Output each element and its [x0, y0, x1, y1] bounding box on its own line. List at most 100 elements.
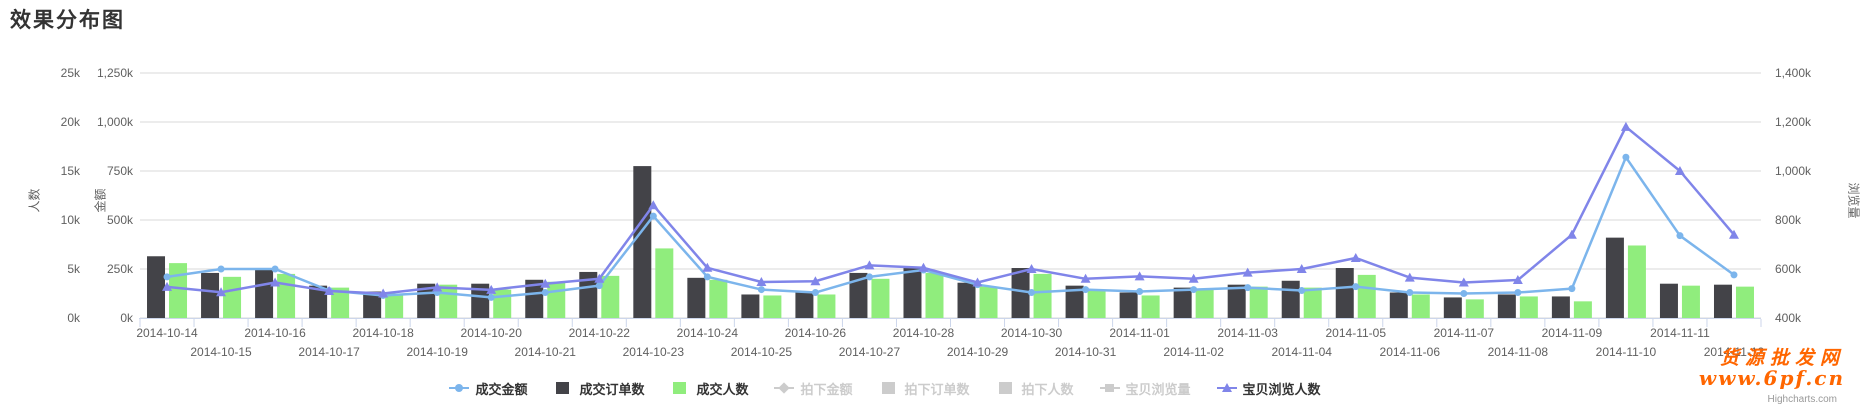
legend-item-4[interactable]: 拍下金额	[774, 379, 853, 398]
bar[interactable]	[709, 279, 728, 318]
bar[interactable]	[957, 282, 976, 318]
data-point-marker[interactable]	[1622, 153, 1630, 161]
data-point-marker[interactable]	[1026, 264, 1037, 273]
bar[interactable]	[1357, 274, 1376, 318]
data-point-marker[interactable]	[1188, 273, 1199, 283]
bar[interactable]	[633, 166, 652, 318]
bar[interactable]	[493, 289, 512, 318]
highcharts-credits[interactable]: Highcharts.com	[1767, 394, 1837, 405]
bar[interactable]	[201, 272, 220, 318]
data-point-marker[interactable]	[540, 278, 551, 288]
data-point-marker[interactable]	[810, 276, 821, 286]
bar[interactable]	[1497, 294, 1516, 318]
bar[interactable]	[525, 279, 544, 318]
bar[interactable]	[1227, 284, 1246, 318]
data-point-marker[interactable]	[217, 265, 225, 273]
bar[interactable]	[255, 269, 274, 318]
bar[interactable]	[1011, 268, 1030, 318]
bar[interactable]	[1573, 301, 1592, 318]
bar[interactable]	[363, 291, 382, 318]
data-point-marker[interactable]	[162, 281, 173, 291]
bar[interactable]	[331, 287, 350, 318]
bar[interactable]	[1411, 294, 1430, 318]
data-point-marker[interactable]	[270, 277, 281, 287]
bar[interactable]	[1173, 287, 1192, 318]
data-point-marker[interactable]	[1514, 289, 1522, 297]
data-point-marker[interactable]	[1296, 264, 1307, 273]
data-point-marker[interactable]	[757, 286, 765, 294]
data-point-marker[interactable]	[918, 262, 929, 272]
data-point-marker[interactable]	[594, 273, 605, 283]
bar[interactable]	[925, 272, 944, 318]
data-point-marker[interactable]	[1730, 271, 1738, 279]
data-point-marker[interactable]	[541, 289, 549, 297]
bar[interactable]	[1519, 296, 1538, 318]
data-point-marker[interactable]	[1620, 121, 1631, 131]
bar[interactable]	[849, 272, 868, 318]
bar[interactable]	[763, 295, 782, 318]
data-point-marker[interactable]	[1728, 229, 1739, 239]
data-point-marker[interactable]	[1350, 252, 1361, 262]
bar[interactable]	[741, 294, 760, 318]
data-point-marker[interactable]	[1406, 289, 1414, 297]
data-point-marker[interactable]	[649, 212, 657, 220]
data-point-marker[interactable]	[1242, 267, 1253, 277]
bar[interactable]	[1713, 284, 1732, 318]
data-point-marker[interactable]	[216, 287, 227, 297]
bar[interactable]	[385, 293, 404, 319]
bar[interactable]	[1735, 286, 1754, 318]
data-point-marker[interactable]	[756, 276, 767, 286]
bar[interactable]	[1065, 285, 1084, 318]
bar[interactable]	[1335, 268, 1354, 318]
data-point-marker[interactable]	[1568, 285, 1576, 293]
data-point-marker[interactable]	[487, 293, 495, 301]
bar[interactable]	[1141, 295, 1160, 318]
data-point-marker[interactable]	[1458, 277, 1469, 287]
legend-item-1[interactable]: 成交金额	[449, 379, 527, 398]
bar[interactable]	[1627, 245, 1646, 318]
legend-item-6[interactable]: 拍下人数	[996, 379, 1074, 398]
series-line[interactable]	[166, 156, 1735, 299]
data-point-marker[interactable]	[163, 273, 171, 281]
legend-item-5[interactable]: 拍下订单数	[879, 379, 970, 398]
data-point-marker[interactable]	[486, 284, 497, 294]
bar[interactable]	[1443, 297, 1462, 318]
bar[interactable]	[147, 256, 166, 318]
data-point-marker[interactable]	[811, 289, 819, 297]
data-point-marker[interactable]	[1512, 275, 1523, 285]
bar[interactable]	[871, 278, 890, 318]
data-point-marker[interactable]	[1028, 289, 1036, 297]
bar[interactable]	[1303, 287, 1322, 318]
data-point-marker[interactable]	[1674, 166, 1685, 175]
bar[interactable]	[795, 292, 814, 318]
bar[interactable]	[1249, 286, 1268, 318]
data-point-marker[interactable]	[1460, 290, 1468, 297]
bar[interactable]	[1119, 292, 1138, 318]
data-point-marker[interactable]	[703, 273, 711, 281]
bar[interactable]	[277, 273, 296, 318]
bar[interactable]	[1465, 299, 1484, 318]
bar[interactable]	[471, 283, 490, 318]
data-point-marker[interactable]	[865, 273, 873, 281]
data-point-marker[interactable]	[1082, 286, 1090, 294]
bar[interactable]	[1659, 283, 1678, 318]
data-point-marker[interactable]	[1244, 284, 1252, 292]
data-point-marker[interactable]	[595, 282, 603, 290]
data-point-marker[interactable]	[1566, 229, 1577, 239]
data-point-marker[interactable]	[1352, 283, 1360, 291]
bar[interactable]	[1605, 237, 1624, 318]
data-point-marker[interactable]	[432, 282, 443, 292]
bar[interactable]	[601, 275, 620, 318]
bar[interactable]	[687, 277, 706, 318]
bar[interactable]	[223, 276, 242, 318]
data-point-marker[interactable]	[648, 200, 659, 210]
bar[interactable]	[579, 271, 598, 318]
data-point-marker[interactable]	[1404, 272, 1415, 282]
data-point-marker[interactable]	[864, 260, 875, 270]
bar[interactable]	[1281, 280, 1300, 318]
data-point-marker[interactable]	[1080, 273, 1091, 283]
legend-item-3[interactable]: 成交人数	[670, 379, 748, 398]
bar[interactable]	[1195, 289, 1214, 318]
legend-item-8[interactable]: 宝贝浏览人数	[1216, 379, 1321, 398]
data-point-marker[interactable]	[271, 265, 279, 273]
